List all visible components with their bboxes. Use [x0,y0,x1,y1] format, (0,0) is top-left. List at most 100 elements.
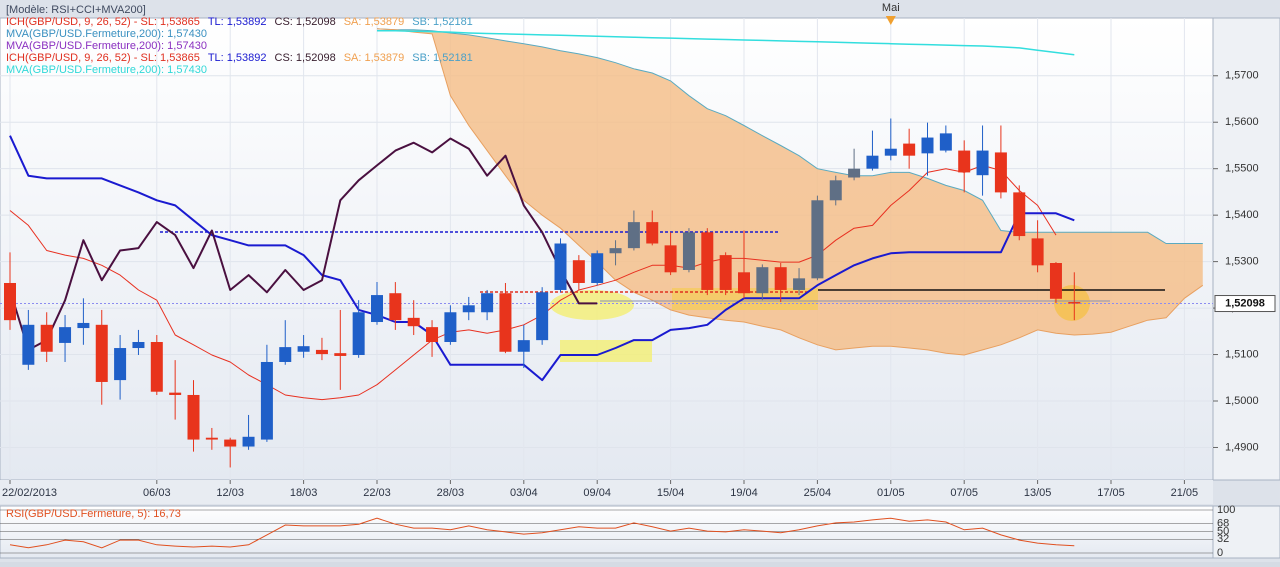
x-tick-label: 21/05 [1171,487,1199,499]
cloud-edge [376,28,1204,356]
x-tick-label: 09/04 [583,487,611,499]
x-tick-label: 19/04 [730,487,758,499]
last-price-label: 1,52098 [1225,297,1265,309]
legend-line: ICH(GBP/USD, 9, 26, 52) - SL: 1,53865 TL:… [6,52,473,64]
candle-body [939,133,952,151]
x-tick-label: 01/05 [877,487,905,499]
candle-body [994,152,1007,193]
indicator-line [9,135,1075,382]
cloud-area [377,28,1203,356]
candle-body [627,222,640,249]
candle-body [609,248,622,254]
candle-body [903,143,916,156]
candle-body [352,312,365,356]
legend-entry: [Modèle: RSI+CCI+MVA200] [6,4,146,16]
month-marker [885,16,896,25]
rsi-tick-label: 68 [1217,518,1229,530]
candle-body [389,293,402,321]
candle-body [1068,302,1081,304]
rsi-tick-label: 32 [1217,533,1229,545]
candle-body [77,322,90,329]
candle-body [334,353,347,356]
legend-entry: TL: 1,53892 [208,16,267,28]
rsi-tick-label: 100 [1217,504,1235,516]
candle-body [169,392,182,395]
rsi-tick-label: 50 [1217,525,1229,537]
candle-body [811,200,824,279]
indicator-lines [0,29,1213,549]
candle-body [921,137,934,154]
candle-body [829,180,842,201]
y-tick-label: 1,5600 [1225,116,1259,128]
rsi-axis [1212,505,1280,559]
legend-entry: MVA(GBP/USD.Fermeture,200): 1,57430 [6,28,207,40]
x-tick-label: 13/05 [1024,487,1052,499]
candle-body [444,312,457,342]
candle-body [646,222,659,244]
legend-entry: MVA(GBP/USD.Fermeture,200): 1,57430 [6,40,207,52]
x-tick-label: 03/04 [510,487,538,499]
candle-body [426,327,439,342]
candle-body [224,439,237,447]
y-tick-label: 1,5700 [1225,70,1259,82]
candle-body [756,267,769,294]
candle-body [517,340,530,352]
x-tick-label: 22/02/2013 [2,487,57,499]
x-tick-label: 15/04 [657,487,685,499]
indicator-line [377,29,1075,56]
candle-body [95,324,108,382]
legend-line: MVA(GBP/USD.Fermeture,200): 1,57430 [6,28,207,40]
candle-body [884,148,897,156]
legend-entry: MVA(GBP/USD.Fermeture,200): 1,57430 [6,64,207,76]
labels: 1,49001,50001,51001,52001,53001,54001,55… [2,2,1276,559]
candle-body [848,168,861,178]
rsi-panel [0,505,1214,559]
candle-body [315,349,328,355]
legend-line: MVA(GBP/USD.Fermeture,200): 1,57430 [6,64,207,76]
y-tick-label: 1,5100 [1225,348,1259,360]
candle-body [572,260,585,283]
x-tick-label: 17/05 [1097,487,1125,499]
candle-body [371,295,383,323]
candles [4,118,1081,468]
date-axis [0,480,1213,504]
indicator-line [9,164,1057,401]
candle-body [976,150,989,176]
x-tick-label: 22/03 [363,487,391,499]
candle-body [793,278,806,290]
y-tick-label: 1,5300 [1225,256,1259,268]
legend-entry: ICH(GBP/USD, 9, 26, 52) - SL: 1,53865 [6,16,200,28]
candle-body [536,292,549,341]
candle-body [774,267,787,290]
legend-line: [Modèle: RSI+CCI+MVA200] [6,4,146,16]
cloud [376,28,1204,356]
candle-body [132,342,145,349]
candle-body [407,317,420,327]
rsi-title: RSI(GBP/USD.Fermeture, 5): 16,73 [6,508,181,520]
candle-body [462,305,475,313]
x-tick-label: 12/03 [216,487,244,499]
legend-entry: SA: 1,53879 [344,52,405,64]
candle-body [40,324,53,352]
cloud-edge [376,28,1203,244]
candle-body [738,272,750,294]
candle-body [297,346,310,352]
legend-line: MVA(GBP/USD.Fermeture,200): 1,57430 [6,40,207,52]
x-tick-label: 28/03 [437,487,465,499]
candle-body [22,324,35,365]
y-tick-label: 1,5500 [1225,163,1259,175]
last-price-box [1214,295,1276,313]
y-tick-label: 1,5000 [1225,395,1259,407]
y-tick-label: 1,4900 [1225,441,1259,453]
y-tick-label: 1,5400 [1225,209,1259,221]
candle-body [1013,192,1026,237]
price-axis [1212,17,1280,481]
candle-body [958,150,971,173]
candle-body [719,255,732,290]
x-tick-label: 07/05 [950,487,978,499]
x-tick-label: 25/04 [804,487,832,499]
candle-body [150,342,163,392]
candle-body [4,282,16,321]
